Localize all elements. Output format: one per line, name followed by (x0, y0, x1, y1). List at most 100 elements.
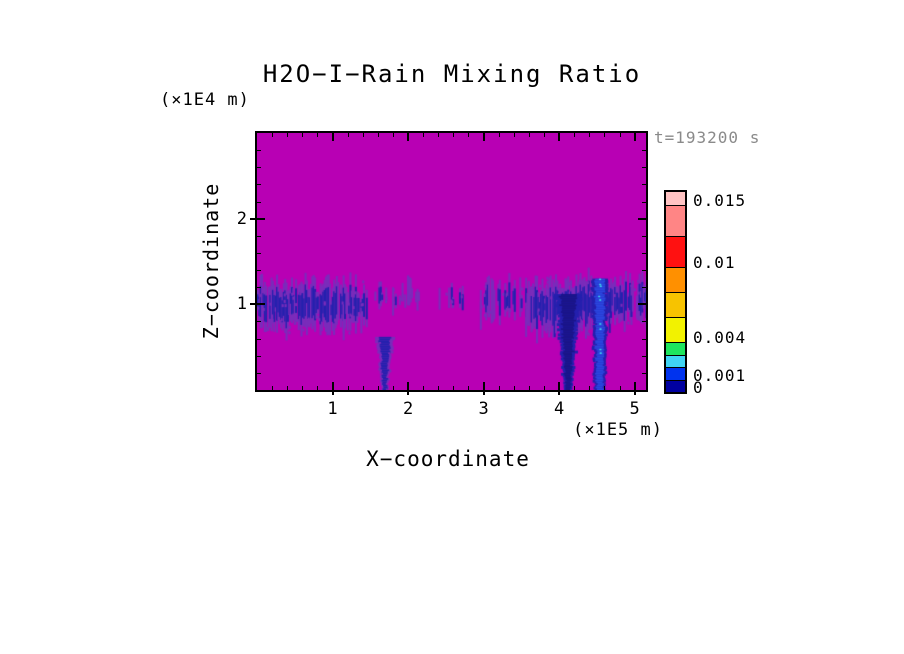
z-minor-tick (642, 373, 646, 374)
x-axis-title: X−coordinate (366, 447, 530, 471)
colorbar-divider (666, 366, 685, 368)
z-units-label: (×1E4 m) (160, 90, 250, 110)
z-minor-tick (257, 321, 261, 322)
x-tick-label: 3 (478, 399, 489, 419)
x-major-tick (332, 133, 334, 141)
z-minor-tick (257, 287, 261, 288)
z-major-tick (257, 303, 265, 305)
x-minor-tick (393, 133, 394, 137)
page-title: H2O−I−Rain Mixing Ratio (262, 60, 642, 88)
x-minor-tick (363, 133, 364, 137)
x-minor-tick (363, 386, 364, 390)
z-minor-tick (642, 253, 646, 254)
z-minor-tick (642, 167, 646, 168)
z-minor-tick (642, 287, 646, 288)
z-major-tick (638, 303, 646, 305)
x-minor-tick (438, 133, 439, 137)
colorbar-segment (666, 192, 685, 205)
colorbar-segment (666, 267, 685, 292)
colorbar-tick-label: 0.015 (693, 190, 747, 210)
x-major-tick (483, 382, 485, 390)
x-tick-label: 4 (554, 399, 565, 419)
colorbar-divider (666, 316, 685, 318)
x-minor-tick (589, 133, 590, 137)
x-minor-tick (453, 133, 454, 137)
colorbar-segment (666, 380, 685, 392)
x-minor-tick (574, 386, 575, 390)
colorbar-tick-label: 0.01 (693, 253, 736, 272)
x-minor-tick (393, 386, 394, 390)
x-minor-tick (453, 386, 454, 390)
z-tick-label: 2 (236, 208, 247, 229)
colorbar-segment (666, 317, 685, 342)
x-minor-tick (272, 133, 273, 137)
x-minor-tick (604, 133, 605, 137)
colorbar-tick-label: 0.001 (693, 365, 747, 385)
colorbar-divider (666, 266, 685, 268)
x-minor-tick (514, 133, 515, 137)
time-annotation: t=193200 s (654, 128, 761, 147)
colorbar-tick-label: 0.004 (693, 328, 747, 347)
x-minor-tick (514, 386, 515, 390)
z-minor-tick (257, 150, 261, 151)
x-minor-tick (544, 133, 545, 137)
colorbar-segment (666, 342, 685, 355)
z-minor-tick (257, 167, 261, 168)
z-minor-tick (642, 150, 646, 151)
x-minor-tick (604, 386, 605, 390)
z-minor-tick (257, 270, 261, 271)
z-minor-tick (257, 184, 261, 185)
colorbar-tick-label: 0 (693, 378, 704, 397)
x-major-tick (558, 382, 560, 390)
colorbar-divider (666, 291, 685, 293)
x-minor-tick (348, 133, 349, 137)
z-minor-tick (257, 339, 261, 340)
x-minor-tick (574, 133, 575, 137)
x-minor-tick (423, 133, 424, 137)
x-major-tick (634, 382, 636, 390)
z-minor-tick (257, 373, 261, 374)
z-minor-tick (642, 184, 646, 185)
x-minor-tick (499, 133, 500, 137)
x-major-tick (558, 392, 560, 395)
x-minor-tick (438, 386, 439, 390)
z-minor-tick (642, 270, 646, 271)
x-minor-tick (468, 386, 469, 390)
z-minor-tick (642, 202, 646, 203)
x-major-tick (332, 392, 334, 395)
colorbar-divider (666, 379, 685, 381)
colorbar-divider (666, 204, 685, 206)
x-minor-tick (499, 386, 500, 390)
z-axis-title: Z−coordinate (199, 182, 223, 340)
colorbar-divider (666, 235, 685, 237)
colorbar-segment (666, 205, 685, 236)
z-major-tick (250, 303, 255, 305)
colorbar-segment (666, 292, 685, 317)
x-minor-tick (378, 386, 379, 390)
x-minor-tick (302, 133, 303, 137)
z-tick-label: 1 (236, 294, 247, 315)
z-minor-tick (642, 356, 646, 357)
x-major-tick (483, 392, 485, 395)
colorbar-segment (666, 236, 685, 267)
x-minor-tick (620, 386, 621, 390)
z-minor-tick (257, 202, 261, 203)
x-minor-tick (423, 386, 424, 390)
x-minor-tick (317, 386, 318, 390)
z-major-tick (638, 218, 646, 220)
x-tick-label: 1 (327, 399, 338, 419)
z-minor-tick (642, 339, 646, 340)
z-major-tick (257, 218, 265, 220)
x-minor-tick (272, 386, 273, 390)
x-major-tick (407, 382, 409, 390)
z-minor-tick (642, 321, 646, 322)
field-canvas (257, 133, 646, 390)
x-minor-tick (348, 386, 349, 390)
x-minor-tick (468, 133, 469, 137)
z-major-tick (250, 218, 255, 220)
x-tick-label: 2 (402, 399, 414, 419)
x-minor-tick (378, 133, 379, 137)
plot-area (255, 131, 648, 392)
x-units-label: (×1E5 m) (573, 420, 663, 440)
